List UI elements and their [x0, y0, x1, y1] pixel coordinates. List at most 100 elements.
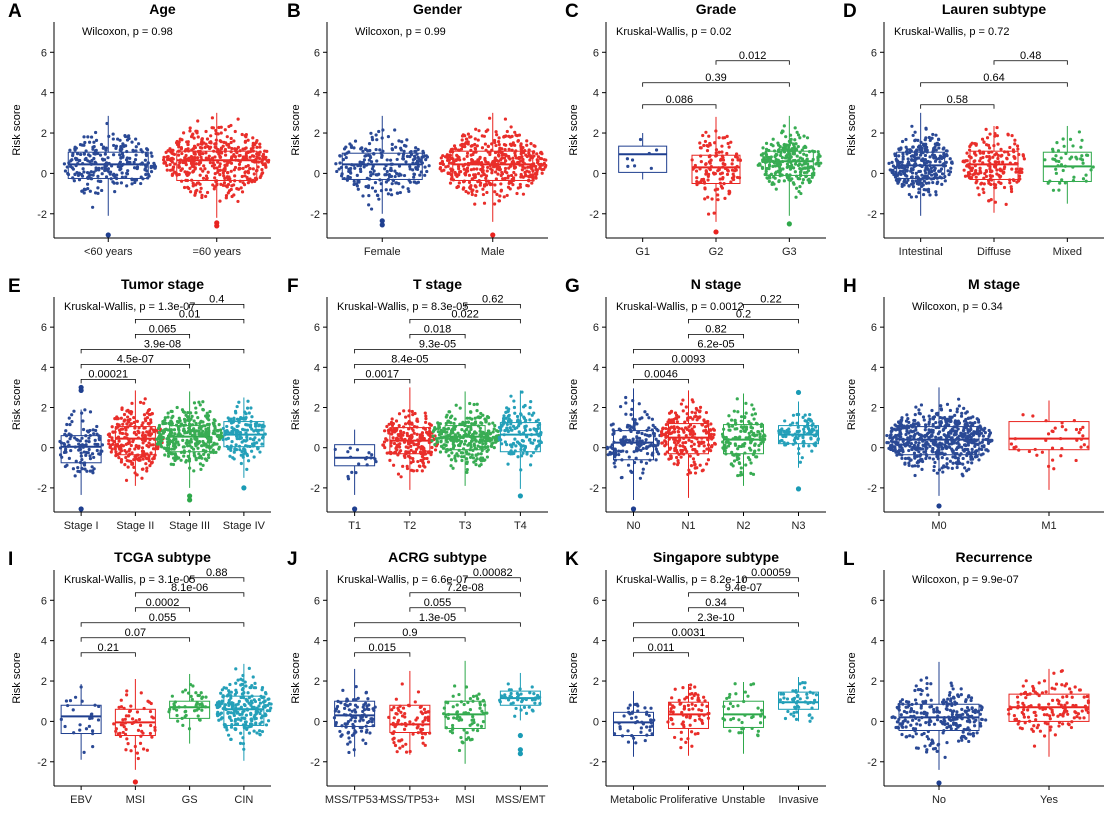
data-point	[101, 158, 105, 162]
data-point	[925, 165, 929, 169]
data-point	[404, 445, 408, 449]
data-point	[201, 151, 205, 156]
data-point	[690, 158, 694, 162]
data-point	[140, 476, 144, 480]
data-point	[756, 430, 760, 434]
data-point	[394, 446, 398, 450]
data-point	[389, 188, 393, 192]
data-point	[625, 450, 629, 454]
data-point	[684, 405, 688, 409]
data-point	[487, 181, 492, 185]
data-point	[458, 406, 462, 410]
data-point	[66, 440, 70, 444]
data-point	[773, 171, 777, 176]
data-point	[465, 468, 469, 472]
y-tick-label: -2	[310, 483, 320, 495]
data-point	[454, 403, 458, 407]
data-point	[521, 405, 526, 409]
data-point	[999, 181, 1003, 185]
data-point	[1053, 157, 1057, 162]
data-point	[219, 125, 223, 129]
data-point	[533, 172, 537, 176]
data-point	[489, 438, 493, 442]
data-point	[480, 134, 484, 138]
data-point	[764, 169, 768, 174]
outlier-point	[713, 229, 719, 235]
data-point	[114, 426, 118, 430]
data-point	[1010, 133, 1014, 138]
data-point	[791, 413, 796, 417]
data-point	[388, 458, 392, 462]
data-point	[132, 160, 136, 164]
data-point	[188, 466, 192, 470]
data-point	[245, 428, 249, 432]
data-point	[192, 419, 196, 423]
data-point	[88, 173, 93, 177]
data-point	[204, 414, 208, 418]
data-point	[194, 411, 198, 415]
data-point	[808, 413, 812, 417]
data-point	[1013, 142, 1017, 146]
data-point	[779, 430, 783, 435]
data-point	[174, 423, 179, 427]
data-point	[213, 155, 217, 159]
data-point	[901, 155, 905, 159]
data-point	[120, 427, 125, 431]
data-point	[933, 155, 937, 159]
data-point	[119, 181, 124, 185]
data-point	[92, 156, 96, 161]
data-point	[815, 432, 819, 436]
data-point	[473, 416, 477, 420]
data-point	[506, 409, 510, 413]
group-t2	[381, 387, 440, 490]
data-point	[245, 433, 249, 437]
data-point	[510, 445, 514, 449]
data-point	[928, 155, 932, 159]
panel-title: N stage	[691, 276, 742, 292]
data-point	[753, 434, 757, 438]
data-point	[64, 450, 68, 454]
data-point	[352, 182, 356, 187]
data-point	[517, 160, 521, 164]
data-point	[86, 430, 91, 434]
data-point	[85, 469, 89, 473]
data-point	[739, 419, 743, 423]
data-point	[160, 439, 164, 443]
data-point	[216, 428, 220, 433]
panel-title: Lauren subtype	[942, 1, 1046, 17]
data-point	[82, 152, 86, 156]
data-point	[630, 158, 635, 162]
data-point	[703, 139, 708, 144]
data-point	[187, 441, 191, 445]
data-point	[667, 457, 671, 461]
data-point	[516, 440, 520, 444]
data-point	[121, 422, 125, 426]
data-point	[449, 458, 454, 462]
data-point	[502, 143, 507, 147]
data-point	[503, 166, 508, 171]
data-point	[506, 414, 510, 418]
data-point	[716, 187, 720, 191]
data-point	[201, 463, 205, 467]
data-point	[237, 444, 242, 448]
data-point	[693, 471, 698, 475]
data-point	[675, 455, 679, 460]
data-point	[96, 151, 100, 156]
data-point	[969, 155, 973, 159]
data-point	[445, 153, 449, 157]
data-point	[77, 171, 81, 175]
data-point	[172, 438, 176, 442]
data-point	[254, 424, 258, 428]
data-point	[789, 155, 793, 159]
data-point	[656, 443, 660, 447]
data-point	[381, 128, 385, 132]
data-point	[242, 439, 246, 443]
data-point	[709, 165, 713, 169]
data-point	[229, 140, 233, 145]
data-point	[149, 418, 153, 422]
data-point	[525, 452, 529, 456]
data-point	[423, 165, 427, 169]
data-point	[807, 180, 811, 185]
data-point	[464, 189, 468, 194]
data-point	[222, 181, 227, 185]
